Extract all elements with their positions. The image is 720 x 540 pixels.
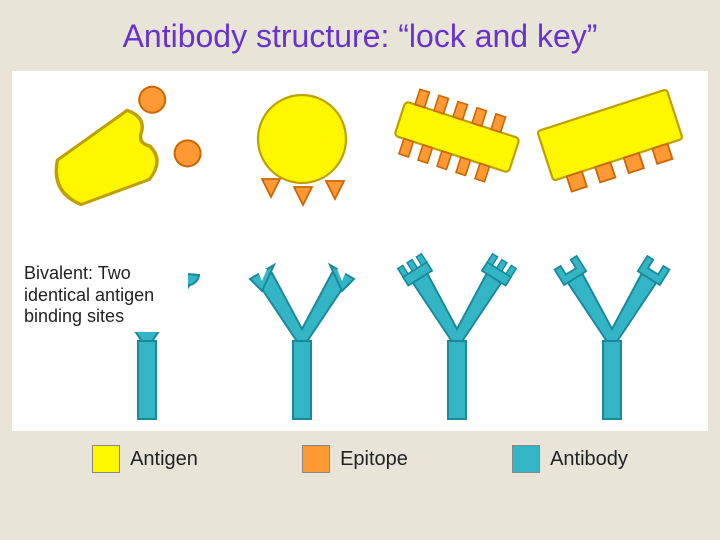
- epitope-swatch: [302, 445, 330, 473]
- epitope-icon: [567, 171, 587, 191]
- epitope-icon: [399, 139, 413, 157]
- legend-antigen: Antigen: [92, 445, 198, 473]
- antibody-4: [555, 256, 670, 419]
- epitope-icon: [595, 162, 615, 182]
- legend-epitope: Epitope: [302, 445, 408, 473]
- epitope-icon: [437, 151, 451, 169]
- antibody-swatch: [512, 445, 540, 473]
- antigen-4: [537, 89, 687, 196]
- antigen-swatch: [92, 445, 120, 473]
- diagram-panel: Bivalent: Two identical antigen binding …: [12, 71, 708, 431]
- epitope-icon: [456, 157, 470, 175]
- epitope-icon: [475, 163, 489, 181]
- epitope-icon: [624, 153, 644, 173]
- bivalent-note: Bivalent: Two identical antigen binding …: [18, 259, 188, 332]
- legend-label: Antigen: [130, 448, 198, 471]
- epitope-icon: [652, 144, 672, 164]
- epitope-icon: [262, 179, 280, 197]
- epitope-icon: [472, 108, 486, 126]
- epitope-icon: [491, 114, 505, 132]
- legend-label: Antibody: [550, 448, 628, 471]
- legend-label: Epitope: [340, 448, 408, 471]
- antigen-1: [38, 79, 205, 225]
- epitope-icon: [170, 136, 205, 171]
- epitope-icon: [135, 82, 170, 117]
- epitope-icon: [418, 145, 432, 163]
- page-title: Antibody structure: “lock and key”: [0, 0, 720, 63]
- antigen-3: [389, 86, 524, 188]
- antigen-2: [258, 95, 346, 205]
- antibody-2: [250, 265, 354, 419]
- epitope-icon: [326, 181, 344, 199]
- legend-row: Antigen Epitope Antibody: [40, 445, 680, 473]
- epitope-icon: [294, 187, 312, 205]
- diagram-svg: [12, 71, 708, 431]
- antibody-3: [398, 254, 517, 419]
- epitope-icon: [434, 95, 448, 113]
- epitope-icon: [415, 89, 429, 107]
- legend-antibody: Antibody: [512, 445, 628, 473]
- epitope-icon: [453, 102, 467, 120]
